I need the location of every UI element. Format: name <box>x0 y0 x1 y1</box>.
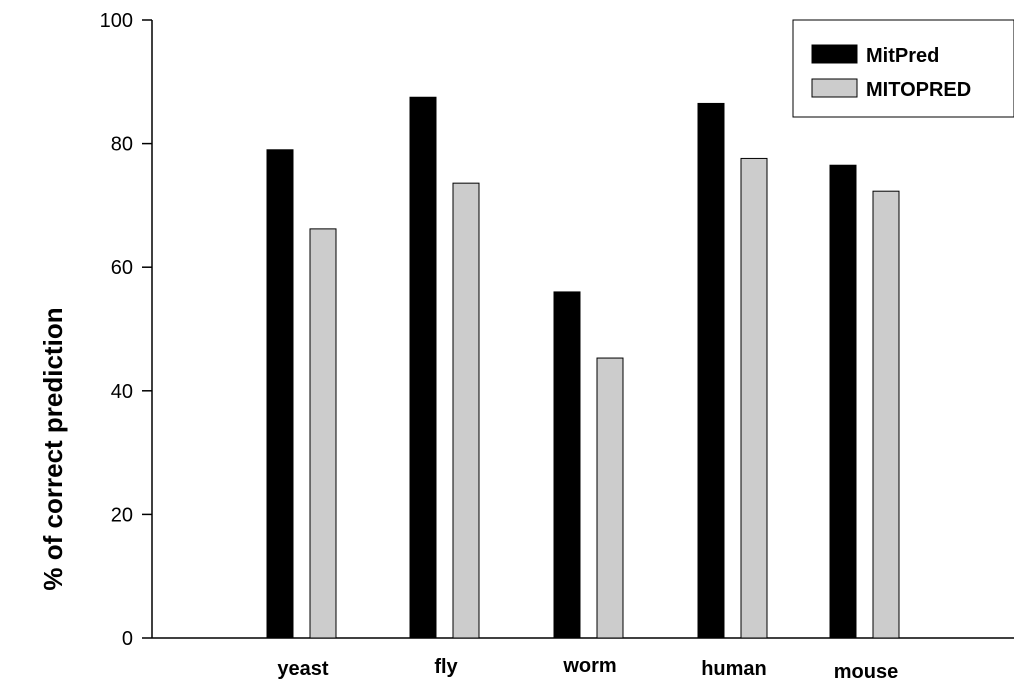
x-tick-label-mouse: mouse <box>834 661 898 683</box>
bar-mitopred-fly <box>452 182 480 639</box>
legend-label-mitopred: MITOPRED <box>866 79 971 101</box>
y-ticks: 0 20 40 60 80 100 <box>100 10 152 650</box>
y-tick-label: 60 <box>111 257 133 279</box>
y-tick-label: 20 <box>111 504 133 526</box>
legend-label-mitpred: MitPred <box>866 45 939 67</box>
legend: MitPred MITOPRED <box>792 19 1014 118</box>
bar-mitpred-yeast <box>266 149 294 639</box>
bar-mitpred-worm <box>553 291 581 639</box>
legend-box <box>792 19 1014 118</box>
bar-mitpred-human <box>697 102 725 639</box>
y-tick-label: 0 <box>122 628 133 650</box>
bars <box>266 96 900 639</box>
y-tick-label: 100 <box>100 10 133 32</box>
bar-mitopred-human <box>740 157 768 639</box>
bar-mitpred-fly <box>409 96 437 639</box>
bar-mitopred-yeast <box>309 228 337 639</box>
x-tick-label-worm: worm <box>562 655 616 677</box>
bar-mitpred-mouse <box>829 164 857 639</box>
y-tick-label: 40 <box>111 381 133 403</box>
axes <box>151 20 1014 639</box>
x-tick-label-yeast: yeast <box>277 658 328 680</box>
x-tick-labels: yeast fly worm human mouse <box>277 655 898 683</box>
bar-mitopred-mouse <box>872 190 900 639</box>
legend-swatch-mitpred <box>811 44 858 64</box>
x-tick-label-human: human <box>701 658 767 680</box>
y-tick-label: 80 <box>111 134 133 156</box>
legend-swatch-mitopred <box>811 78 858 98</box>
y-axis-title: % of correct prediction <box>38 307 68 590</box>
x-tick-label-fly: fly <box>434 656 458 678</box>
bar-mitopred-worm <box>596 357 624 639</box>
